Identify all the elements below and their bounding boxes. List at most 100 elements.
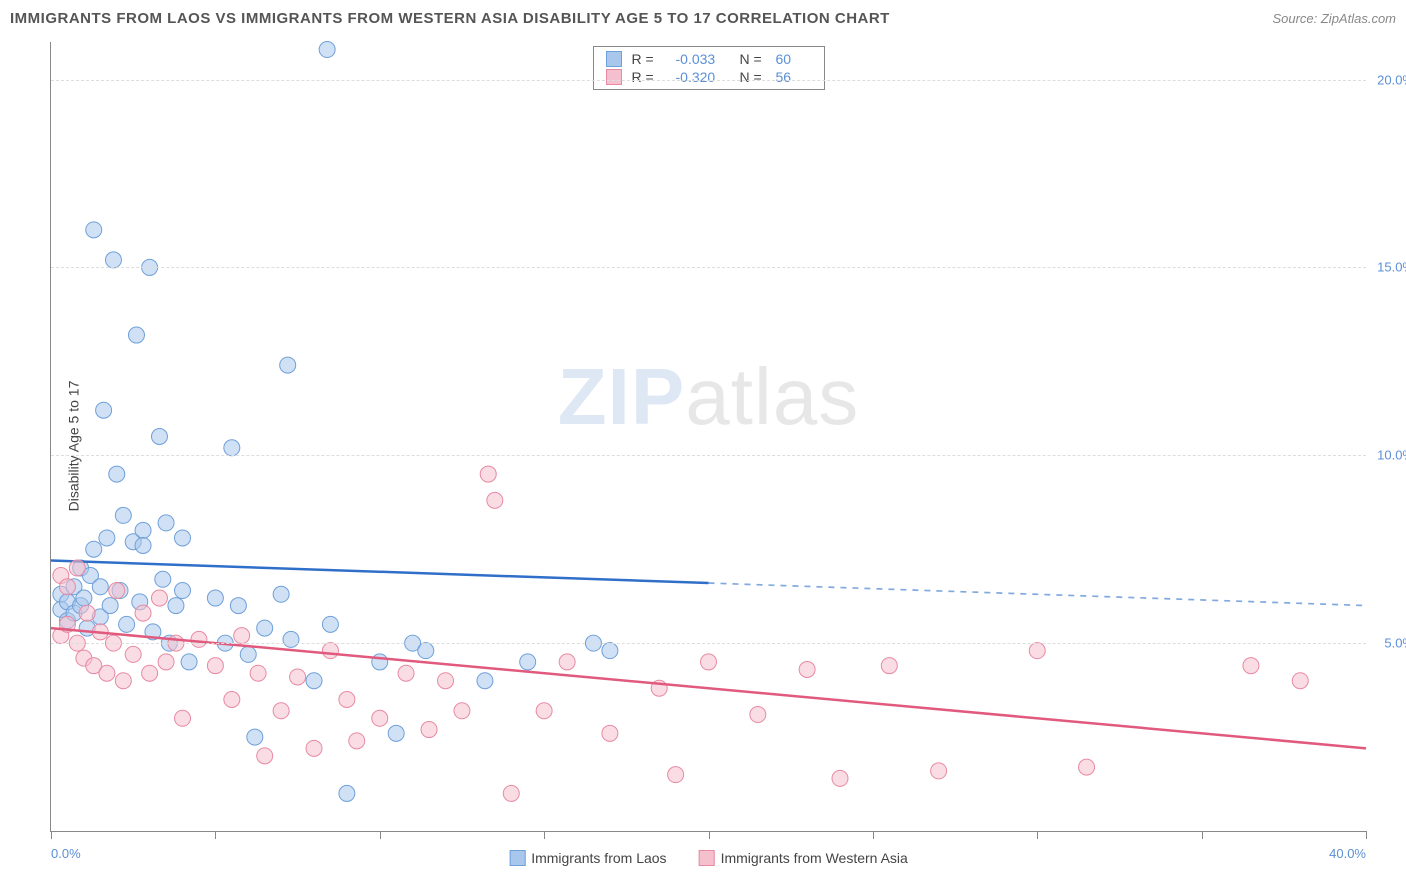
data-point [158,654,174,670]
legend-n-value-laos: 60 [776,51,812,67]
x-tick [873,831,874,839]
data-point [105,252,121,268]
data-point [602,725,618,741]
correlation-legend: R = -0.033 N = 60 R = -0.320 N = 56 [593,46,825,90]
data-point [86,541,102,557]
y-tick-label: 15.0% [1377,260,1406,275]
legend-swatch-laos [606,51,622,67]
data-point [234,628,250,644]
data-point [750,707,766,723]
regression-line-extrapolated [709,583,1367,606]
data-point [59,579,75,595]
data-point [306,673,322,689]
series-legend: Immigrants from Laos Immigrants from Wes… [509,850,908,866]
data-point [115,673,131,689]
data-point [339,692,355,708]
data-point [99,530,115,546]
data-point [398,665,414,681]
data-point [388,725,404,741]
data-point [168,598,184,614]
x-axis-min: 0.0% [51,846,81,861]
scatter-plot: ZIPatlas R = -0.033 N = 60 R = -0.320 N … [50,42,1366,832]
gridline [51,80,1366,81]
gridline [51,267,1366,268]
data-point [280,357,296,373]
data-point [207,658,223,674]
data-point [372,710,388,726]
data-point [881,658,897,674]
data-point [175,710,191,726]
data-point [290,669,306,685]
gridline [51,643,1366,644]
legend-r-label: R = [632,51,672,67]
data-point [668,767,684,783]
data-point [1029,643,1045,659]
data-point [503,785,519,801]
data-point [109,583,125,599]
data-point [349,733,365,749]
data-point [96,402,112,418]
data-point [151,590,167,606]
data-point [92,579,108,595]
data-point [247,729,263,745]
data-point [832,770,848,786]
data-point [76,590,92,606]
x-tick [1366,831,1367,839]
data-point [191,631,207,647]
data-point [273,586,289,602]
data-point [477,673,493,689]
data-point [701,654,717,670]
x-tick [215,831,216,839]
data-point [142,665,158,681]
page-title: IMMIGRANTS FROM LAOS VS IMMIGRANTS FROM … [10,10,890,27]
data-point [421,722,437,738]
data-point [322,616,338,632]
data-point [418,643,434,659]
x-axis-max: 40.0% [1329,846,1366,861]
data-point [602,643,618,659]
data-point [109,466,125,482]
legend-r-label: R = [632,69,672,85]
regression-line [51,560,709,583]
data-point [155,571,171,587]
data-point [1243,658,1259,674]
data-point [480,466,496,482]
y-tick-label: 10.0% [1377,448,1406,463]
legend-swatch-laos [509,850,525,866]
legend-swatch-western-asia [606,69,622,85]
data-point [175,530,191,546]
regression-line [51,628,1366,748]
x-tick [1037,831,1038,839]
data-point [135,522,151,538]
legend-n-label: N = [740,51,772,67]
data-point [181,654,197,670]
data-point [207,590,223,606]
data-point [119,616,135,632]
data-point [224,692,240,708]
data-point [257,620,273,636]
data-point [536,703,552,719]
data-point [99,665,115,681]
data-point [86,222,102,238]
data-point [273,703,289,719]
data-point [125,646,141,662]
data-point [257,748,273,764]
data-point [339,785,355,801]
data-point [306,740,322,756]
y-tick-label: 5.0% [1384,636,1406,651]
source-attribution: Source: ZipAtlas.com [1272,11,1396,26]
data-point [319,42,335,58]
data-point [240,646,256,662]
legend-n-value-western-asia: 56 [776,69,812,85]
gridline [51,455,1366,456]
legend-n-label: N = [740,69,772,85]
data-point [931,763,947,779]
data-point [799,661,815,677]
data-point [224,440,240,456]
legend-r-value-western-asia: -0.320 [676,69,736,85]
data-point [1079,759,1095,775]
data-point [102,598,118,614]
data-point [559,654,575,670]
data-point [230,598,246,614]
data-point [128,327,144,343]
